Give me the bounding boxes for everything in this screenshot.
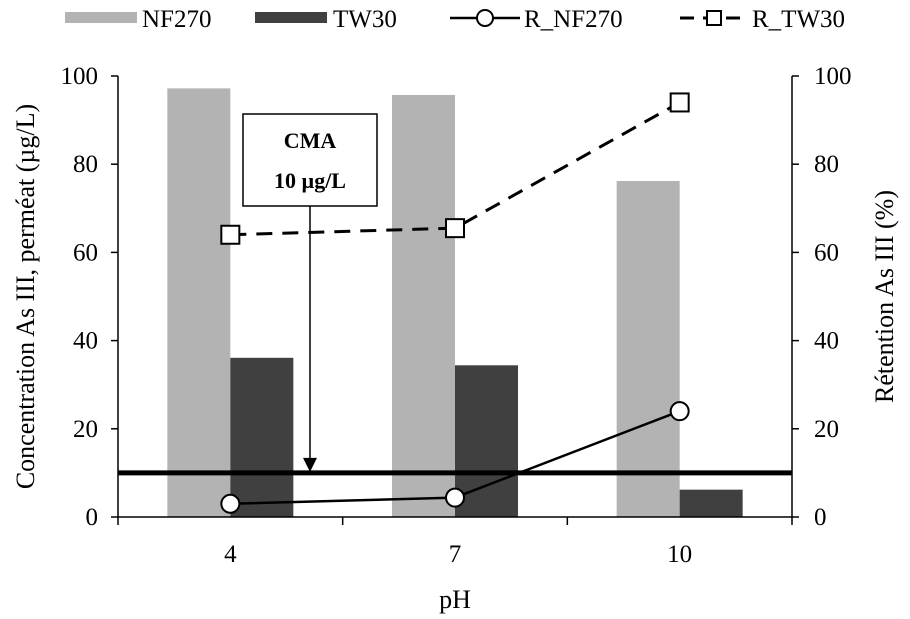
point-r-nf270-1 (445, 487, 465, 508)
x-axis-title: pH (439, 585, 471, 614)
cma-box (242, 113, 378, 207)
left-tick-label-0: 0 (86, 504, 99, 531)
left-tick-label-5: 100 (61, 63, 99, 90)
point-r-tw30-1 (445, 218, 465, 239)
left-tick-label-4: 80 (73, 151, 98, 178)
legend: NF270 TW30 R_NF270 R_TW30 (65, 6, 845, 33)
cma-annotation: CMA 10 µg/L (242, 113, 378, 472)
legend-swatch-tw30 (255, 12, 327, 23)
legend-marker-r-nf270 (476, 9, 494, 27)
x-axis-ticks: 4 7 10 (117, 517, 793, 568)
bar-nf270-2 (616, 180, 680, 517)
point-r-tw30-2 (669, 92, 690, 113)
bar-tw30-1 (455, 365, 518, 517)
right-tick-label-0: 0 (814, 504, 827, 531)
left-tick-label-1: 20 (73, 416, 98, 443)
cma-value-label: 10 µg/L (274, 168, 346, 193)
line-r-nf270 (220, 401, 690, 514)
cma-label: CMA (284, 128, 337, 153)
bar-tw30-2 (679, 489, 743, 517)
bar-nf270-1 (392, 94, 455, 517)
right-tick-label-1: 20 (814, 416, 839, 443)
legend-swatch-nf270 (65, 12, 137, 23)
right-tick-label-2: 40 (814, 328, 839, 355)
line-path-r-tw30 (230, 101, 681, 237)
right-axis-ticks: 0 20 40 60 80 100 (792, 63, 852, 531)
legend-label-tw30: TW30 (333, 6, 397, 33)
x-tick-label-1: 7 (449, 541, 462, 568)
bar-tw30-0 (230, 357, 294, 517)
left-axis-title: Concentration As III, perméat (µg/L) (11, 104, 40, 489)
bars-tw30 (230, 357, 743, 517)
point-r-nf270-2 (669, 401, 690, 422)
right-tick-label-3: 60 (814, 239, 839, 266)
bars-nf270 (167, 88, 680, 518)
left-tick-label-3: 60 (73, 239, 98, 266)
right-axis-title: Rétention As III (%) (870, 190, 899, 403)
legend-label-nf270: NF270 (142, 6, 211, 33)
x-tick-label-0: 4 (224, 541, 237, 568)
line-r-tw30 (220, 92, 690, 245)
legend-marker-r-tw30 (706, 10, 722, 26)
left-axis-ticks: 0 20 40 60 80 100 (61, 63, 118, 531)
legend-label-r-tw30: R_TW30 (752, 6, 845, 33)
point-r-tw30-0 (220, 224, 241, 245)
cma-arrowhead (303, 457, 317, 472)
point-r-nf270-0 (220, 493, 241, 514)
legend-label-r-nf270: R_NF270 (524, 6, 623, 33)
x-tick-label-2: 10 (667, 541, 692, 568)
right-tick-label-4: 80 (814, 151, 839, 178)
right-tick-label-5: 100 (814, 63, 852, 90)
bar-nf270-0 (167, 88, 231, 518)
left-tick-label-2: 40 (73, 328, 98, 355)
